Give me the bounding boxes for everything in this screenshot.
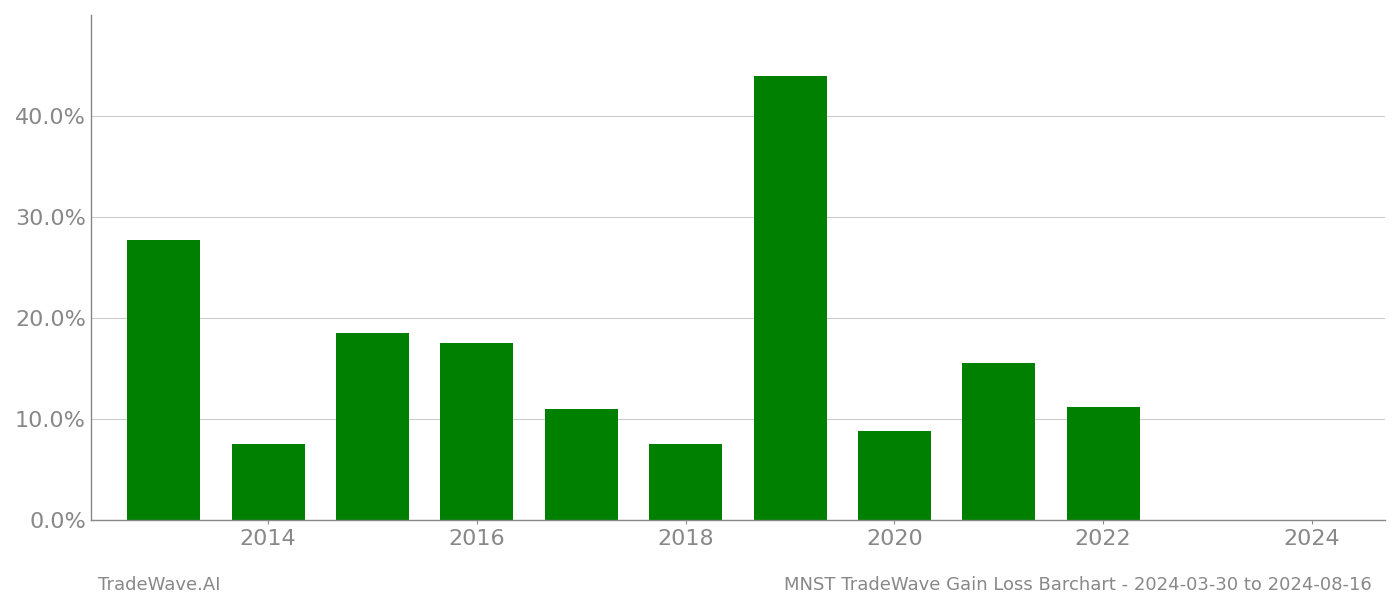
Bar [441, 343, 514, 520]
Text: MNST TradeWave Gain Loss Barchart - 2024-03-30 to 2024-08-16: MNST TradeWave Gain Loss Barchart - 2024… [784, 576, 1372, 594]
Bar [231, 444, 305, 520]
Bar [545, 409, 617, 520]
Bar [127, 240, 200, 520]
Text: TradeWave.AI: TradeWave.AI [98, 576, 221, 594]
Bar [650, 444, 722, 520]
Bar [858, 431, 931, 520]
Bar [753, 76, 826, 520]
Bar [1067, 407, 1140, 520]
Bar [336, 333, 409, 520]
Bar [962, 364, 1036, 520]
